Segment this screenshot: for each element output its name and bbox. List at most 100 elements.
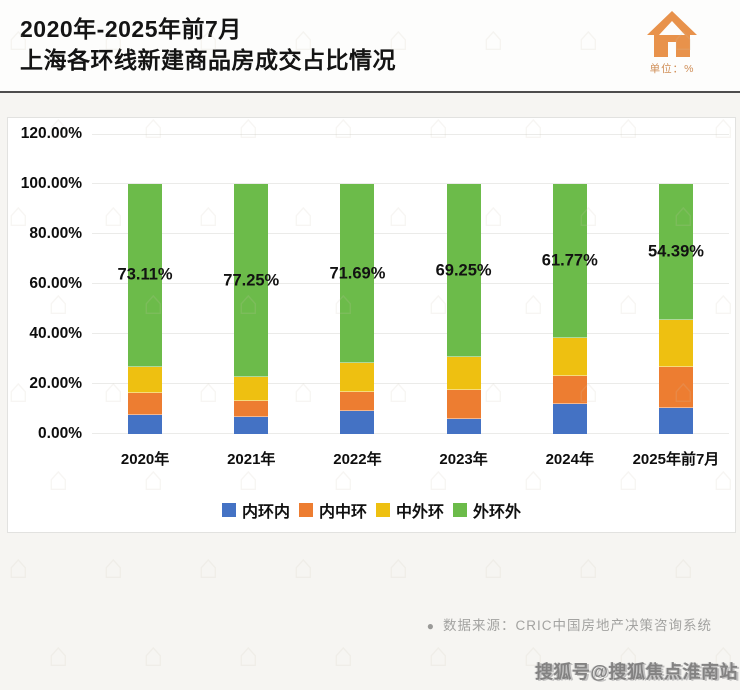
bar-segment-中外环 [446, 357, 481, 390]
gridline-0 [92, 433, 729, 434]
house-watermark-icon: ⌂ [238, 636, 259, 674]
y-tick-label: 40.00% [29, 325, 82, 342]
gridline-60 [92, 283, 729, 284]
house-watermark-icon: ⌂ [483, 548, 504, 586]
x-tick-label: 2022年 [333, 451, 382, 468]
house-watermark-icon: ⌂ [103, 548, 124, 586]
bar-data-label: 77.25% [223, 271, 280, 290]
house-watermark-icon: ⌂ [8, 548, 29, 586]
bar-group-2022年: 71.69% [304, 134, 410, 434]
bar-segment-内环内 [552, 404, 587, 434]
stacked-bar [340, 184, 375, 434]
bar-segment-内环内 [128, 415, 163, 434]
page-title: 2020年-2025年前7月 上海各环线新建商品房成交占比情况 [20, 14, 396, 76]
house-watermark-icon: ⌂ [198, 548, 219, 586]
legend-item-内中环: 内中环 [298, 498, 367, 522]
bar-segment-内环内 [658, 408, 693, 434]
bar-segment-内中环 [658, 367, 693, 408]
sohu-watermark: 搜狐号@搜狐焦点淮南站 [534, 662, 738, 682]
x-tick-label: 2021年 [227, 451, 276, 468]
y-tick-label: 60.00% [29, 275, 82, 292]
bar-data-label: 54.39% [647, 242, 704, 261]
bar-segment-内环内 [340, 411, 375, 434]
house-watermark-icon: ⌂ [578, 548, 599, 586]
x-tick-label: 2020年 [120, 451, 170, 468]
legend-marker-icon [221, 503, 236, 517]
bar-data-label: 61.77% [541, 251, 598, 270]
chart-panel: 0.00% 20.00% 40.00% 60.00% 80.00% 100.00% 120.… [7, 117, 736, 533]
unit-label: 单位：% [649, 63, 695, 75]
stacked-bar [658, 184, 693, 434]
bar-segment-内中环 [128, 393, 163, 415]
y-axis: 0.00% 20.00% 40.00% 60.00% 80.00% 100.00% 120.… [8, 125, 86, 442]
data-source-note: ● 数据来源：CRIC中国房地产决策咨询系统 [427, 614, 712, 634]
legend: 内环内 内中环 中外环 外环外 [8, 498, 735, 522]
bar-segment-外环外 [552, 184, 587, 339]
legend-marker-icon [376, 503, 390, 517]
house-watermark-icon: ⌂ [143, 636, 164, 674]
gridline-120 [92, 134, 729, 135]
bar-segment-内环内 [234, 417, 269, 434]
header: 2020年-2025年前7月 上海各环线新建商品房成交占比情况 单位：% [0, 0, 740, 93]
bar-group-2021年: 77.25% [198, 134, 304, 434]
y-tick-label: 120.00% [20, 125, 82, 142]
legend-label: 外环外 [473, 504, 522, 521]
house-watermark-icon: ⌂ [48, 636, 69, 674]
bar-segment-中外环 [128, 366, 163, 393]
bar-segment-内中环 [234, 401, 269, 417]
title-line1: 2020年-2025年前7月 [20, 16, 242, 42]
legend-marker-icon [298, 503, 313, 517]
x-tick-label: 2025年前7月 [632, 451, 720, 468]
y-tick-label: 0.00% [38, 425, 82, 442]
bar-group-2020年: 73.11% [92, 134, 198, 434]
bar-segment-外环外 [658, 184, 693, 320]
bar-segment-中外环 [340, 363, 375, 392]
bars-container: 73.11% 77.25% 71.69% 69.25% 61.77% 54.39% [92, 134, 729, 434]
house-watermark-icon: ⌂ [293, 548, 314, 586]
legend-item-中外环: 中外环 [376, 498, 444, 522]
gridline-40 [92, 333, 729, 334]
bar-data-label: 69.25% [435, 261, 492, 280]
bar-group-2023年: 69.25% [411, 134, 517, 434]
stacked-bar [128, 184, 163, 434]
gridline-80 [92, 233, 729, 234]
bar-data-label: 71.69% [329, 264, 386, 283]
legend-item-内环内: 内环内 [221, 498, 290, 522]
title-line2: 上海各环线新建商品房成交占比情况 [20, 47, 396, 73]
bar-segment-中外环 [234, 377, 269, 401]
bar-data-label: 73.11% [117, 265, 173, 284]
source-text: 数据来源：CRIC中国房地产决策咨询系统 [443, 618, 712, 633]
gridline-20 [92, 383, 729, 384]
x-axis-labels: 2020年 2021年 2022年 2023年 2024年 2025年前7月 [92, 448, 729, 469]
house-watermark-icon: ⌂ [388, 548, 409, 586]
bar-segment-中外环 [658, 319, 693, 367]
stacked-bar [446, 184, 481, 434]
plot-area: 73.11% 77.25% 71.69% 69.25% 61.77% 54.39% [92, 134, 729, 434]
legend-marker-icon [453, 503, 468, 517]
bar-segment-内中环 [340, 392, 375, 411]
y-tick-label: 80.00% [29, 225, 82, 242]
stacked-bar [552, 184, 587, 434]
legend-label: 内环内 [241, 504, 290, 521]
house-watermark-icon: ⌂ [333, 636, 354, 674]
x-tick-label: 2023年 [439, 451, 488, 468]
bar-segment-内环内 [446, 419, 481, 434]
x-tick-label: 2024年 [545, 451, 594, 468]
legend-item-外环外: 外环外 [453, 498, 521, 522]
bar-segment-外环外 [128, 184, 163, 367]
bar-group-2024年: 61.77% [517, 134, 623, 434]
brand-block: 单位：% [640, 10, 704, 76]
bar-segment-外环外 [234, 184, 269, 378]
house-icon [640, 10, 704, 58]
legend-label: 中外环 [396, 504, 445, 521]
bar-group-2025年前7月: 54.39% [623, 134, 729, 434]
bar-segment-外环外 [340, 184, 375, 364]
house-watermark-icon: ⌂ [673, 548, 694, 586]
y-tick-label: 20.00% [29, 375, 82, 392]
bar-segment-内中环 [552, 376, 587, 404]
legend-label: 内中环 [318, 504, 367, 521]
y-tick-label: 100.00% [20, 175, 82, 192]
bar-segment-内中环 [446, 390, 481, 419]
gridline-100 [92, 183, 729, 184]
bar-segment-中外环 [552, 338, 587, 376]
